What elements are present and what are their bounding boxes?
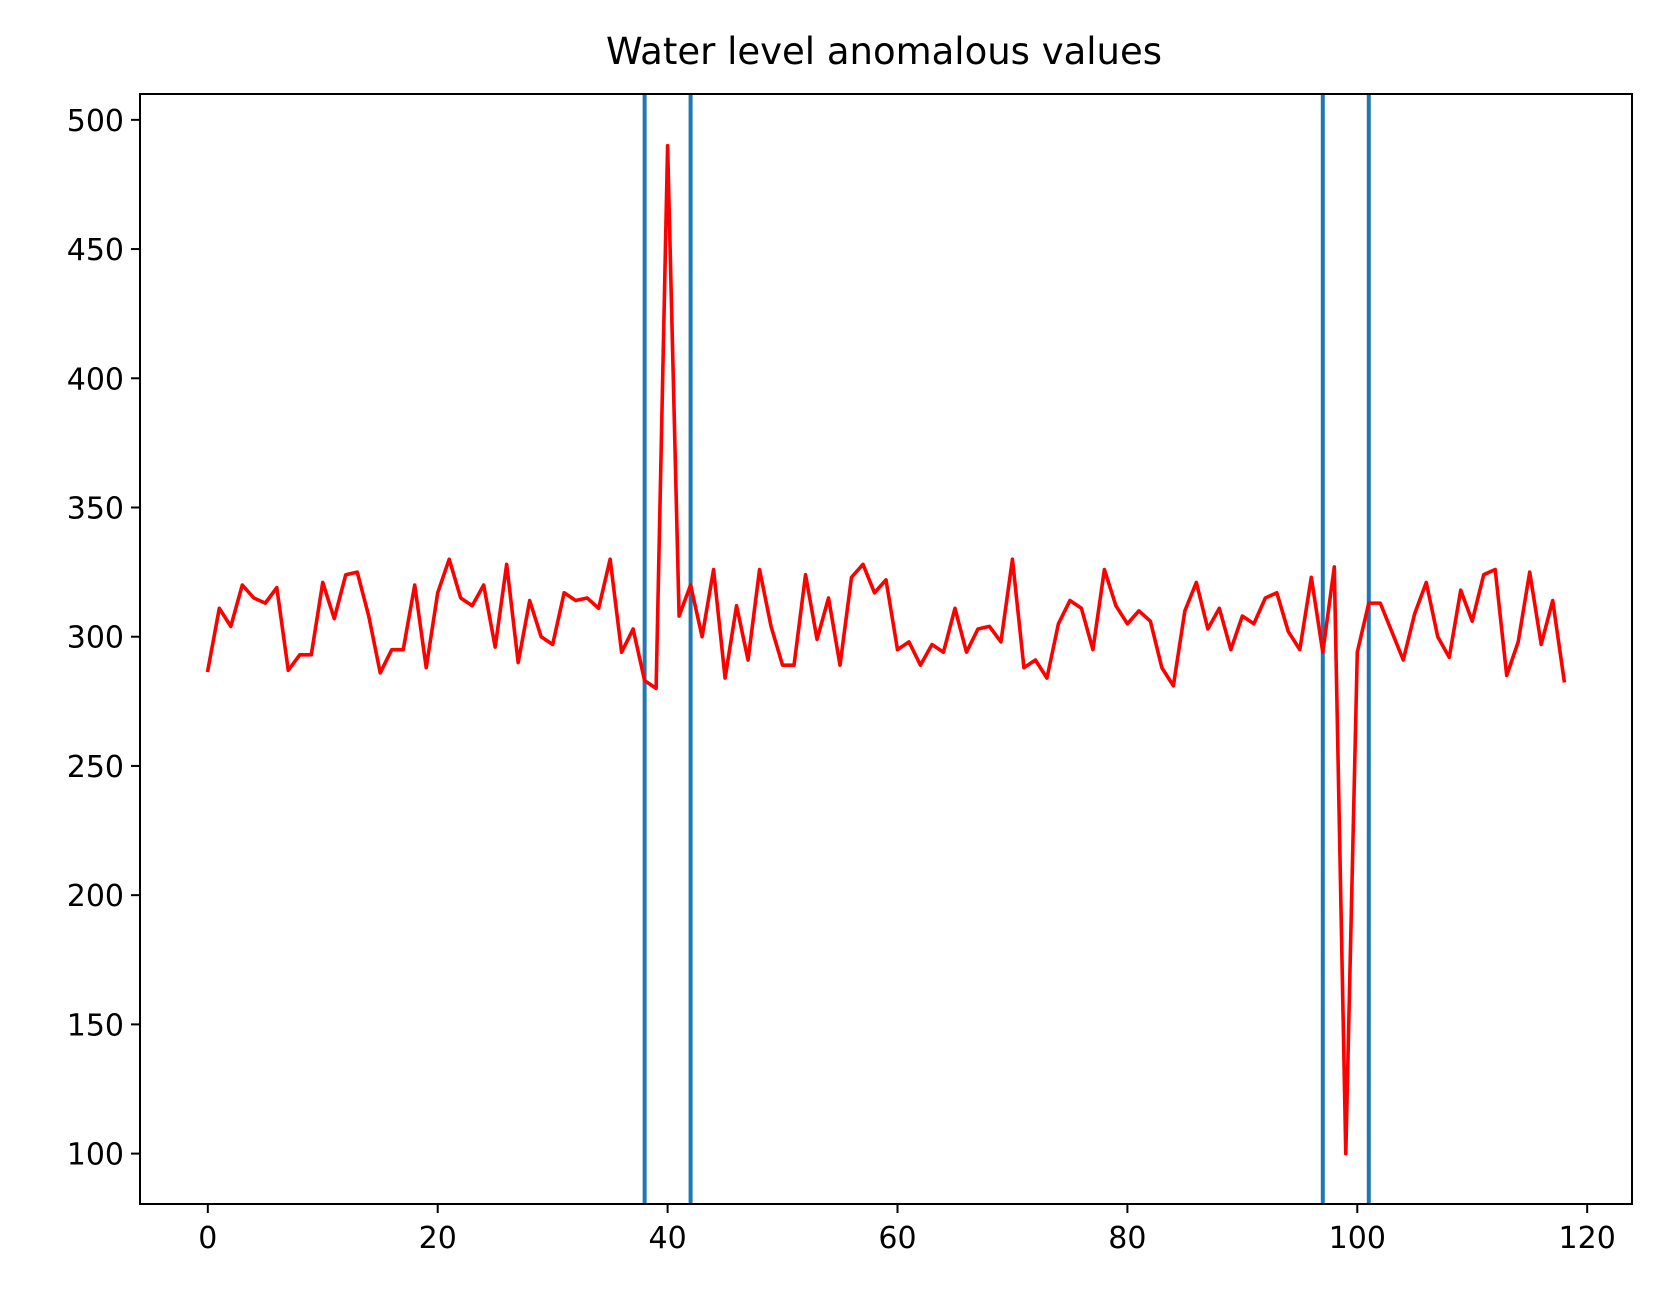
series-group [205, 143, 1567, 1156]
y-tick-label: 500 [67, 104, 124, 139]
x-tick-label: 60 [878, 1221, 916, 1256]
y-tick-label: 150 [67, 1008, 124, 1043]
x-tick-label: 100 [1329, 1221, 1386, 1256]
y-tick-label: 300 [67, 621, 124, 656]
y-tick-label: 250 [67, 750, 124, 785]
y-tick-label: 200 [67, 879, 124, 914]
y-tick-label: 400 [67, 362, 124, 397]
x-tick-label: 80 [1108, 1221, 1146, 1256]
y-tick-label: 450 [67, 233, 124, 268]
axes-frame [139, 93, 1633, 1205]
y-tick-label: 100 [67, 1138, 124, 1173]
x-axis: 0 20 40 60 80 100 120 [198, 1204, 1616, 1256]
anomaly-markers [642, 94, 1371, 1204]
series-line [205, 143, 1567, 1156]
x-tick-label: 40 [649, 1221, 687, 1256]
y-axis: 100 150 200 250 300 350 400 450 500 [67, 104, 140, 1173]
y-tick-label: 350 [67, 492, 124, 527]
x-tick-label: 20 [419, 1221, 457, 1256]
x-tick-label: 0 [198, 1221, 217, 1256]
chart-title: Water level anomalous values [606, 30, 1162, 73]
x-tick-label: 120 [1559, 1221, 1616, 1256]
